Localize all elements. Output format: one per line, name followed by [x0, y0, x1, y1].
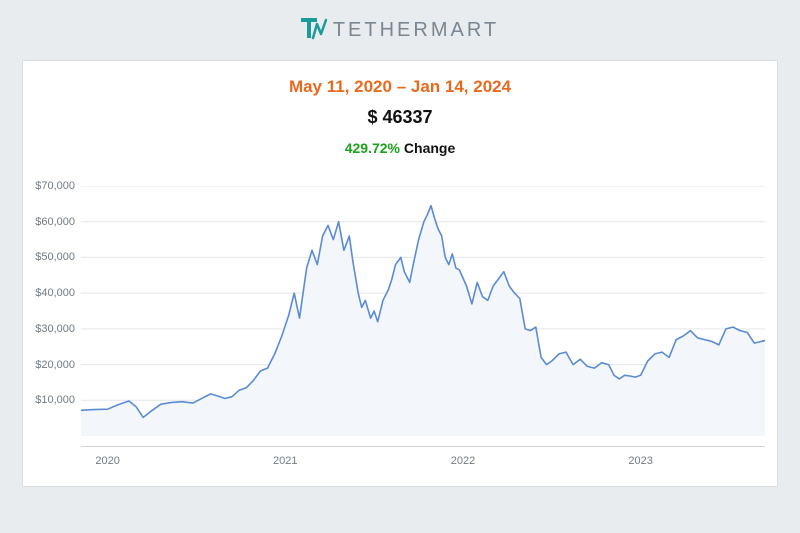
y-tick-label: $20,000	[35, 359, 75, 371]
change-percentage: 429.72%	[345, 140, 400, 156]
y-axis-labels: $10,000 $20,000 $30,000 $40,000 $50,000 $60,0…	[23, 186, 79, 436]
y-tick-label: $30,000	[35, 323, 75, 335]
price-chart: $10,000 $20,000 $30,000 $40,000 $50,000 $60,0…	[23, 186, 777, 476]
page-root: TETHERMART May 11, 2020 – Jan 14, 2024 $…	[0, 0, 800, 533]
y-tick-label: $40,000	[35, 287, 75, 299]
plot-area	[81, 186, 765, 436]
brand-logo: TETHERMART	[301, 18, 499, 42]
x-tick-label: 2023	[628, 455, 652, 467]
y-tick-label: $10,000	[35, 394, 75, 406]
chart-header: May 11, 2020 – Jan 14, 2024 $ 46337 429.…	[23, 77, 777, 156]
x-tick-label: 2020	[95, 455, 119, 467]
chart-card: May 11, 2020 – Jan 14, 2024 $ 46337 429.…	[22, 60, 778, 487]
change-label: Change	[404, 140, 455, 156]
date-range: May 11, 2020 – Jan 14, 2024	[23, 77, 777, 97]
x-tick-label: 2022	[451, 455, 475, 467]
logo-text: TETHERMART	[333, 19, 499, 42]
x-axis-labels: 2020 2021 2022 2023	[81, 446, 765, 476]
y-tick-label: $70,000	[35, 180, 75, 192]
x-tick-label: 2021	[273, 455, 297, 467]
y-tick-label: $60,000	[35, 216, 75, 228]
chart-line	[81, 186, 765, 436]
change-row: 429.72% Change	[23, 140, 777, 156]
price-value: $ 46337	[23, 107, 777, 128]
y-tick-label: $50,000	[35, 251, 75, 263]
logo-mark-icon	[301, 18, 327, 42]
